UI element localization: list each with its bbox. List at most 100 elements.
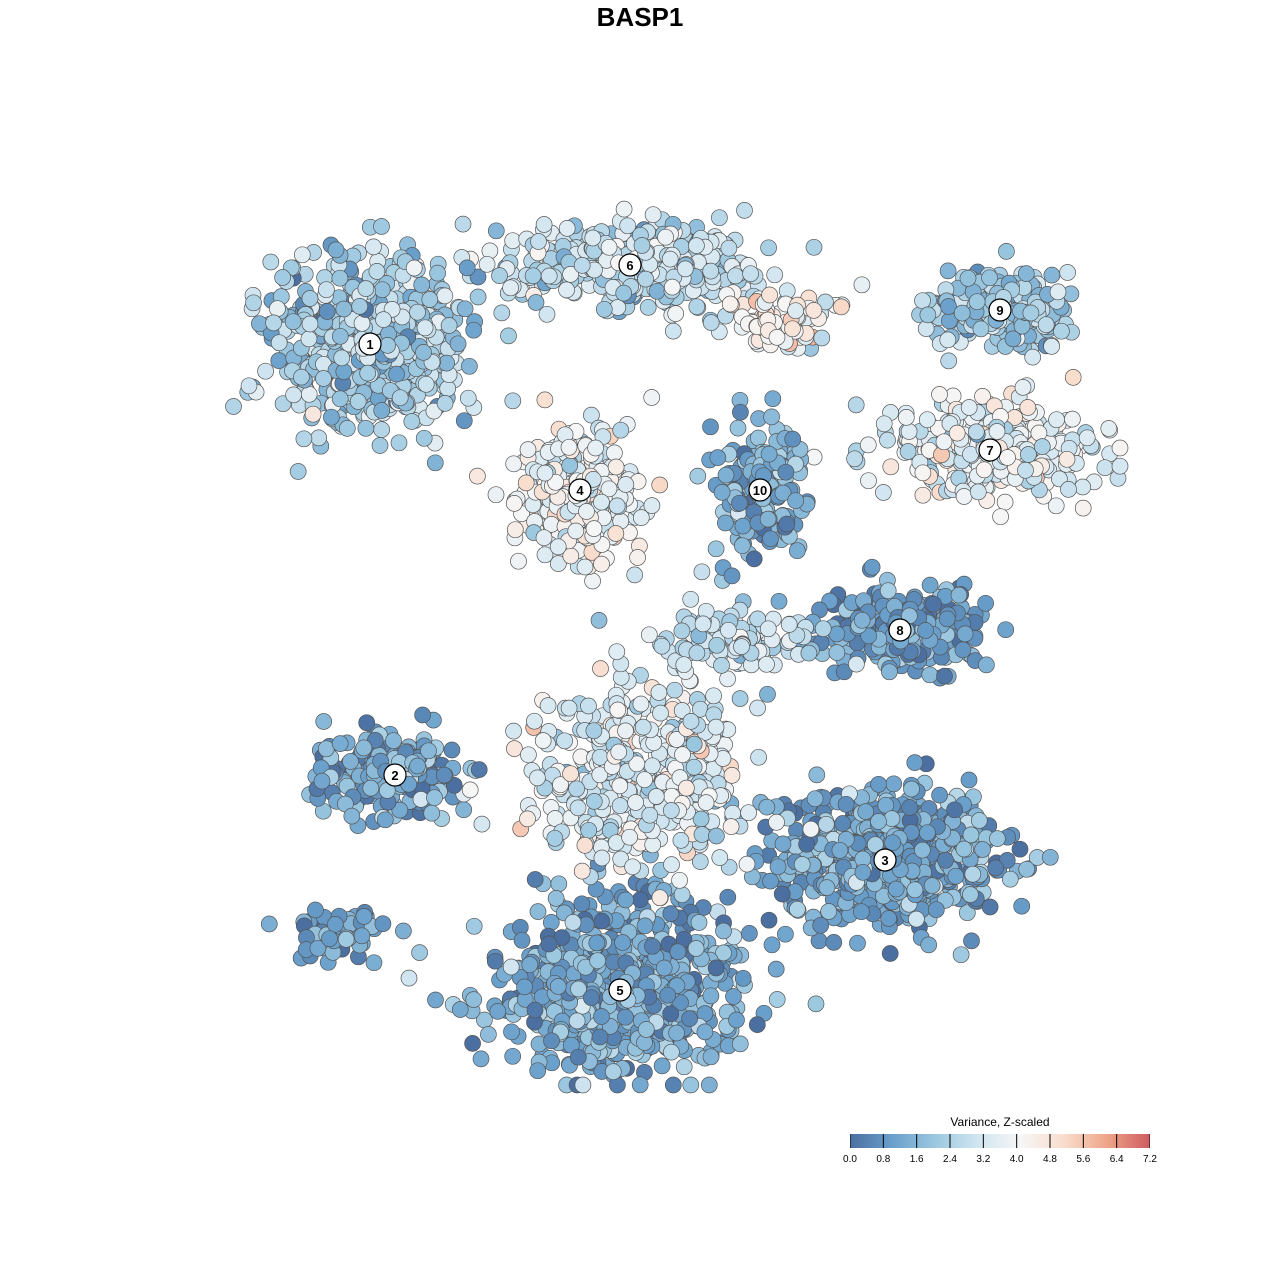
cell-point (731, 494, 748, 512)
cell-point (817, 815, 835, 833)
cell-point (1111, 457, 1129, 475)
cell-point (759, 685, 776, 703)
cell-point (373, 421, 390, 438)
cell-point (962, 886, 979, 903)
cell-point (526, 871, 544, 888)
cell-point (300, 330, 318, 348)
cell-point (631, 891, 649, 908)
colorbar-tick-label: 2.4 (943, 1154, 957, 1165)
cluster-label-2: 2 (383, 763, 407, 787)
cell-point (454, 215, 472, 233)
cell-point (663, 278, 681, 296)
cell-point (968, 293, 986, 311)
cell-point (455, 801, 473, 819)
cell-point (373, 218, 390, 235)
cell-point (1049, 283, 1067, 301)
cluster-label-7: 7 (978, 438, 1002, 462)
cell-point (365, 954, 383, 972)
cell-point (685, 735, 703, 753)
cell-point (373, 402, 391, 419)
cell-point (549, 538, 567, 556)
cell-point (848, 655, 865, 673)
cell-point (768, 329, 786, 346)
cell-point (958, 904, 976, 922)
cell-point (748, 1016, 766, 1033)
cell-point (1024, 348, 1042, 366)
cell-point (636, 771, 653, 789)
cell-point (882, 458, 900, 476)
cell-point (1074, 499, 1092, 517)
cell-point (914, 292, 931, 310)
cell-point (500, 327, 517, 345)
cell-point (632, 695, 650, 713)
cell-point (546, 829, 564, 847)
cell-point (702, 1048, 720, 1066)
cell-point (269, 300, 286, 318)
cell-point (529, 903, 547, 920)
cell-point (946, 801, 963, 819)
cell-point (326, 916, 344, 933)
cell-point (1041, 848, 1059, 866)
cell-point (899, 443, 917, 460)
cell-point (715, 944, 732, 962)
cell-point (682, 590, 700, 608)
cell-point (870, 813, 887, 830)
colorbar-tick-label: 1.6 (909, 1154, 924, 1165)
cell-point (1059, 264, 1076, 281)
cell-point (880, 910, 898, 927)
cell-point (964, 865, 982, 883)
cell-point (914, 841, 931, 859)
cell-point (666, 681, 684, 699)
cell-point (633, 237, 651, 254)
cell-point (547, 473, 564, 491)
cell-point (664, 322, 682, 340)
cell-point (1064, 410, 1081, 428)
cell-point (768, 813, 785, 831)
cell-point (536, 464, 554, 482)
colorbar-tick-label: 0.8 (876, 1154, 891, 1165)
cell-point (919, 306, 937, 324)
cell-point (1058, 450, 1076, 468)
cell-point (293, 246, 311, 264)
cell-point (504, 1047, 522, 1065)
cell-point (688, 298, 706, 316)
cell-point (506, 521, 524, 539)
cell-point (687, 940, 705, 957)
cell-point (627, 794, 644, 811)
cell-point (960, 399, 978, 416)
cell-point (1017, 461, 1034, 479)
cell-point (734, 517, 752, 535)
cell-point (327, 241, 345, 259)
cell-point (758, 655, 775, 673)
cluster-label-5: 5 (608, 978, 632, 1002)
cell-point (624, 858, 641, 876)
cell-point (650, 684, 668, 701)
cell-point (981, 898, 999, 916)
cell-point (921, 666, 939, 684)
cell-point (608, 643, 626, 661)
cell-point (491, 267, 508, 284)
cell-point (918, 411, 936, 429)
colorbar-tick-label: 6.4 (1109, 1154, 1124, 1165)
cell-point (503, 1023, 520, 1041)
colorbar-tick-label: 7.2 (1143, 1154, 1157, 1165)
cell-point (818, 879, 836, 896)
cell-point (702, 418, 719, 436)
cell-point (470, 761, 488, 778)
cell-point (517, 474, 535, 492)
cell-point (750, 748, 767, 766)
cell-point (806, 790, 824, 808)
cell-point (760, 445, 778, 463)
cell-point (879, 431, 896, 449)
cell-point (426, 789, 443, 807)
cell-point (583, 406, 600, 424)
cell-point (632, 509, 650, 526)
cell-point (955, 488, 973, 505)
cell-point (473, 815, 491, 833)
cell-point (802, 820, 820, 838)
cell-point (940, 352, 958, 370)
cell-point (927, 901, 945, 919)
cell-point (662, 1005, 680, 1023)
cell-point (668, 1024, 685, 1042)
cell-point (549, 978, 567, 995)
